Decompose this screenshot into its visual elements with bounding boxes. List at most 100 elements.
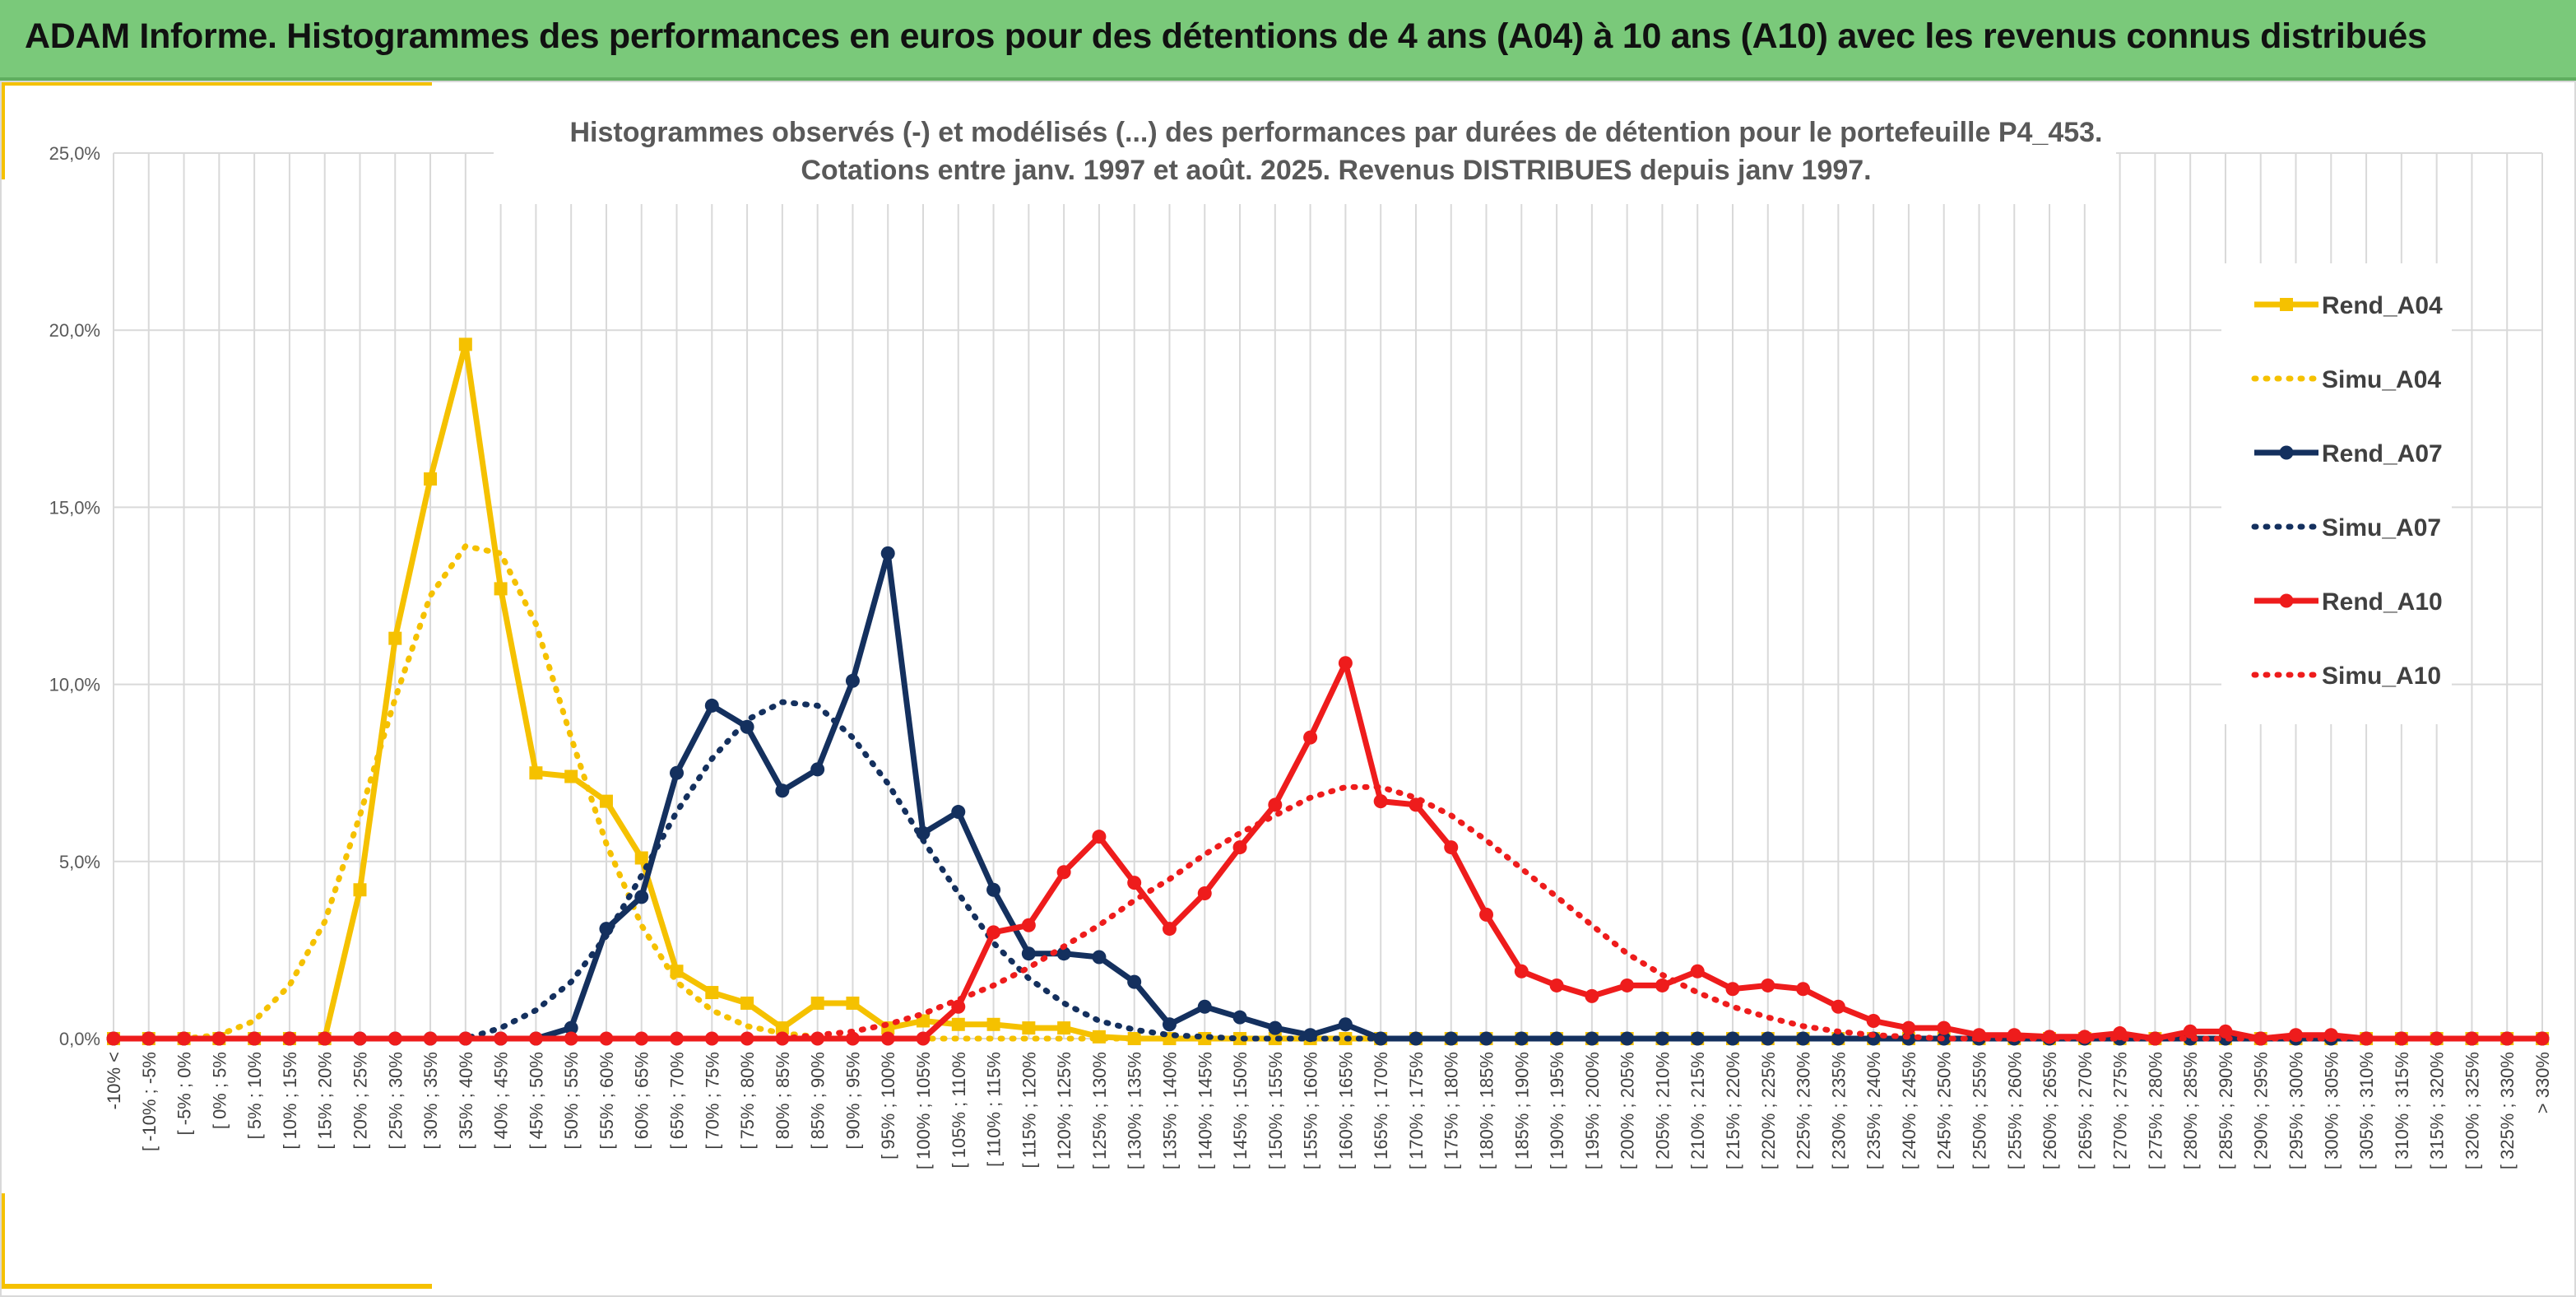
data-point-rend_a07 [1303,1028,1318,1043]
legend-marker [2279,445,2294,460]
data-point-rend_a07 [1021,946,1036,961]
data-point-rend_a10 [1444,840,1459,855]
data-point-rend_a07 [1725,1031,1740,1046]
data-point-rend_a10 [1409,797,1423,812]
data-point-rend_a10 [1901,1020,1916,1035]
x-tick-label: [ 15% ; 20% [315,1052,336,1150]
data-point-rend_a04 [775,1021,789,1035]
series-line-rend_a10 [114,660,2542,1042]
data-point-rend_a10 [1866,1013,1881,1028]
data-point-rend_a10 [1092,830,1107,844]
x-tick-label: [ 85% ; 90% [808,1052,828,1150]
data-point-rend_a07 [1197,999,1212,1014]
data-point-rend_a10 [2499,1031,2514,1046]
data-point-rend_a10 [810,1031,825,1046]
x-tick-label: [ 0% ; 5% [209,1052,230,1129]
data-point-rend_a10 [1303,730,1318,745]
x-tick-label: [ 105% ; 110% [949,1052,969,1168]
chart-title-line: Histogrammes observés (-) et modélisés (… [569,117,2102,148]
legend-label-rend_a04: Rend_A04 [2322,292,2443,319]
data-point-rend_a04 [458,337,472,351]
series-line-simu_a07 [110,699,2546,1042]
data-point-rend_a10 [106,1031,121,1046]
x-tick-label: [ 150% ; 155% [1265,1052,1286,1169]
data-point-rend_a10 [1197,886,1212,901]
x-tick-label: [ 55% ; 60% [596,1052,617,1150]
x-tick-label: [ 250% ; 255% [1969,1052,1989,1169]
x-tick-label: [ 220% ; 225% [1758,1052,1779,1169]
data-point-rend_a10 [951,999,966,1014]
series-line-rend_a07 [114,550,2542,1042]
data-point-rend_a07 [1232,1010,1247,1025]
legend-label-simu_a04: Simu_A04 [2322,366,2441,393]
data-point-rend_a07 [1761,1031,1775,1046]
x-tick-label: [ 165% ; 170% [1371,1052,1391,1169]
data-point-rend_a04 [1022,1021,1036,1035]
x-tick-label: [ 20% ; 25% [350,1052,370,1150]
data-point-rend_a04 [1233,1032,1247,1045]
x-tick-label: [ 235% ; 240% [1864,1052,1884,1169]
data-point-rend_a10 [704,1031,719,1046]
y-tick-label: 10,0% [49,675,100,695]
data-point-rend_a07 [775,783,790,798]
x-tick-label: [ 140% ; 145% [1195,1052,1215,1169]
data-point-rend_a10 [670,1031,685,1046]
data-point-rend_a07 [951,805,966,820]
data-point-rend_a07 [1444,1031,1459,1046]
data-point-rend_a10 [352,1031,367,1046]
legend-label-simu_a07: Simu_A07 [2322,514,2441,542]
data-point-rend_a10 [2359,1031,2374,1046]
data-point-rend_a10 [634,1031,649,1046]
data-point-rend_a07 [1479,1031,1494,1046]
chart-title-line: Cotations entre janv. 1997 et août. 2025… [801,155,1871,186]
x-tick-label: [ 185% ; 190% [1511,1052,1532,1169]
x-tick-label: [ 300% ; 305% [2321,1052,2342,1169]
x-tick-label: [ 90% ; 95% [842,1052,863,1150]
data-point-rend_a04 [705,986,719,1000]
data-point-rend_a07 [1690,1031,1705,1046]
data-point-rend_a10 [599,1031,614,1046]
y-tick-label: 5,0% [59,852,100,872]
x-tick-label: [ 145% ; 150% [1230,1052,1251,1169]
data-point-rend_a04 [846,996,860,1010]
data-point-rend_a10 [1620,978,1635,993]
x-tick-label: [ 155% ; 160% [1301,1052,1321,1169]
data-point-rend_a07 [1585,1031,1599,1046]
x-tick-label: > 330% [2532,1052,2553,1113]
x-tick-label: [ 25% ; 30% [385,1052,406,1150]
data-point-rend_a10 [1373,794,1388,809]
x-tick-label: [ 215% ; 220% [1723,1052,1743,1169]
x-tick-label: [ 135% ; 140% [1159,1052,1180,1169]
x-tick-label: [ 175% ; 180% [1441,1052,1462,1169]
data-point-rend_a10 [775,1031,790,1046]
data-point-rend_a10 [282,1031,297,1046]
data-point-rend_a04 [564,769,578,783]
data-point-rend_a10 [1549,978,1564,993]
x-tick-label: [ 125% ; 130% [1089,1052,1110,1169]
data-point-rend_a10 [2535,1031,2550,1046]
x-tick-label: [ 50% ; 55% [561,1052,582,1150]
data-point-rend_a07 [1549,1031,1564,1046]
data-point-rend_a04 [951,1017,965,1031]
data-point-rend_a10 [1127,876,1142,890]
series-line-simu_a04 [110,543,2546,1042]
data-point-rend_a10 [2218,1024,2233,1039]
data-point-rend_a10 [2042,1030,2057,1044]
x-tick-label: [ 205% ; 210% [1652,1052,1673,1169]
data-point-rend_a10 [2289,1028,2304,1043]
data-point-rend_a10 [2323,1028,2338,1043]
x-tick-label: [ 200% ; 205% [1618,1052,1638,1169]
legend-label-simu_a10: Simu_A10 [2322,662,2441,690]
legend-marker [2279,593,2294,608]
x-tick-label: [ 65% ; 70% [667,1052,688,1150]
x-tick-label: [ -10% ; -5% [139,1052,160,1151]
data-point-rend_a07 [564,1020,578,1035]
data-point-rend_a07 [845,673,860,688]
x-tick-label: [ 160% ; 165% [1335,1052,1356,1169]
data-point-rend_a10 [1514,964,1529,979]
x-tick-label: [ 120% ; 125% [1054,1052,1074,1169]
data-point-rend_a07 [1796,1031,1811,1046]
x-tick-label: [ 10% ; 15% [280,1052,300,1150]
data-point-rend_a10 [1761,978,1775,993]
